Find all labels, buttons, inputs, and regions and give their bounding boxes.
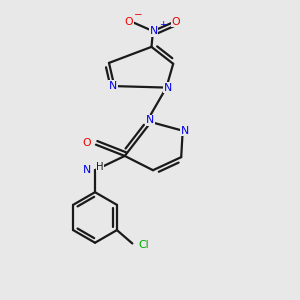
Text: O: O <box>172 16 180 27</box>
Text: N: N <box>109 81 117 91</box>
Text: O: O <box>124 16 133 27</box>
Text: N: N <box>149 26 158 36</box>
Text: −: − <box>134 10 142 20</box>
Text: N: N <box>164 82 172 93</box>
Text: O: O <box>82 139 91 148</box>
Text: Cl: Cl <box>138 240 149 250</box>
Text: H: H <box>96 162 103 172</box>
Text: N: N <box>146 115 154 125</box>
Text: N: N <box>181 126 189 136</box>
Text: N: N <box>83 165 92 175</box>
Text: +: + <box>159 20 166 29</box>
